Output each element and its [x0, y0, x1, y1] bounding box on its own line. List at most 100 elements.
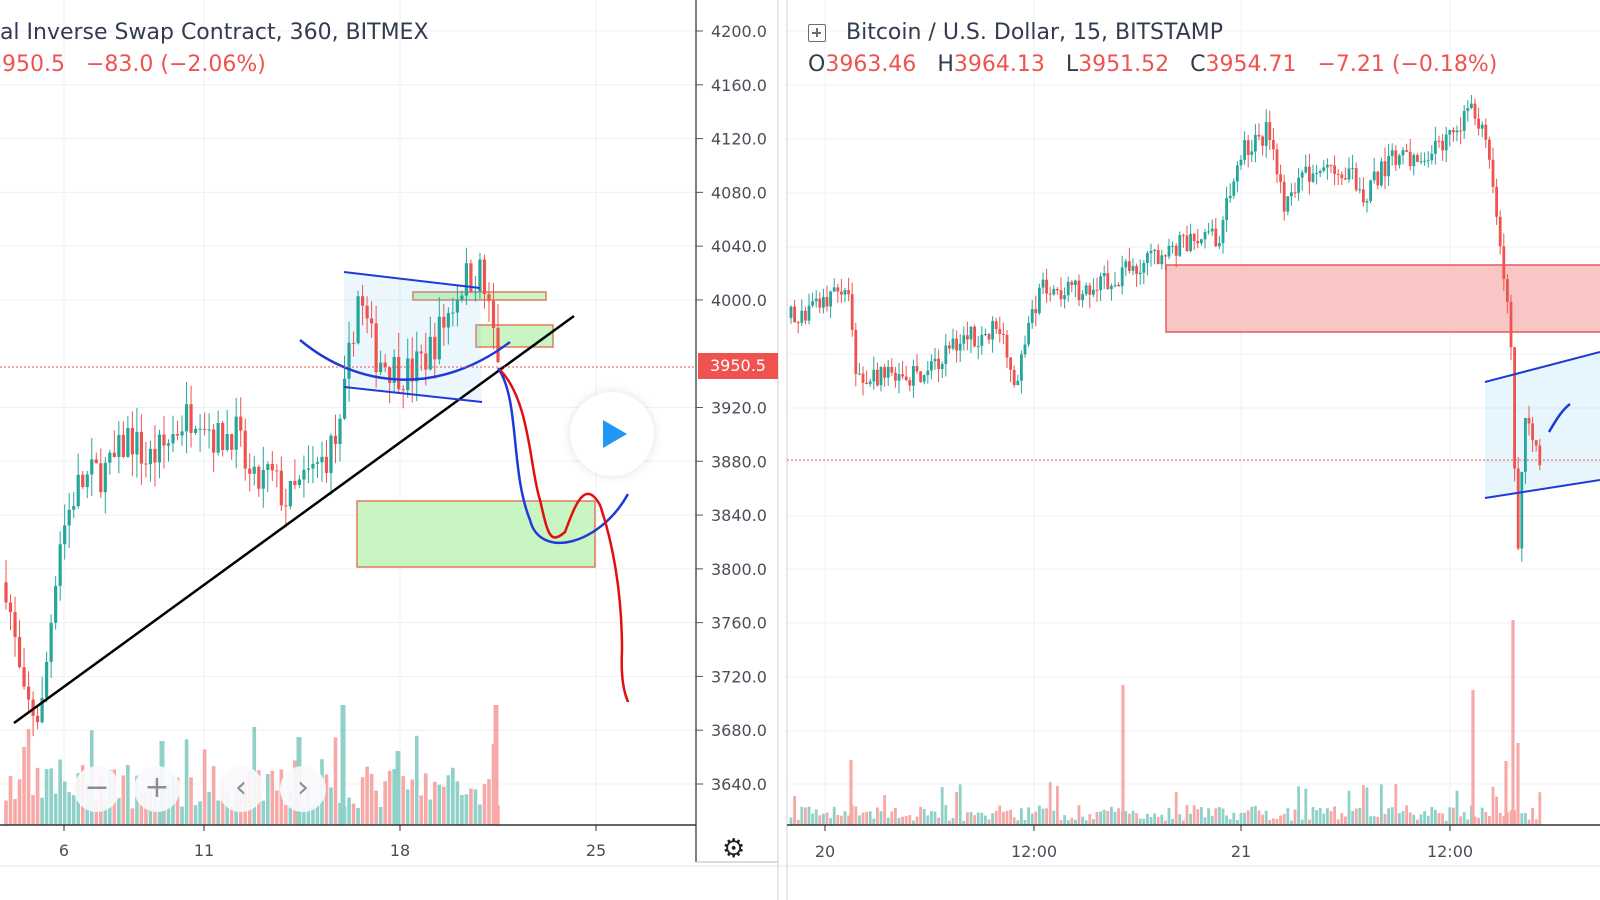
volume-bar: [858, 815, 861, 825]
volume-bar: [374, 790, 378, 825]
candle-body: [130, 427, 134, 455]
candle-body: [1264, 122, 1268, 146]
candle-body: [1185, 235, 1189, 252]
volume-bar: [356, 808, 360, 825]
open-label: O: [808, 52, 826, 77]
scroll-right-button[interactable]: ›: [280, 766, 326, 812]
time-axis-label: 11: [194, 841, 214, 860]
candle-body: [904, 376, 908, 381]
right-volume-bars: [789, 620, 1542, 825]
volume-bar: [789, 817, 793, 825]
candle-body: [1351, 168, 1354, 170]
volume-bar: [1088, 814, 1092, 825]
candle-body: [1488, 139, 1491, 160]
volume-bar: [442, 786, 446, 825]
volume-bar: [437, 784, 442, 825]
close-value: 3954.71: [1205, 52, 1297, 77]
volume-bar: [1466, 819, 1470, 825]
volume-bar: [1387, 808, 1390, 825]
volume-bar: [1511, 620, 1515, 825]
volume-bar: [940, 787, 944, 825]
candle-body: [266, 464, 270, 470]
zoom-out-button[interactable]: −: [74, 766, 120, 812]
candle-body: [822, 296, 825, 308]
volume-bar: [814, 809, 818, 825]
volume-bar: [922, 808, 926, 825]
candle-body: [135, 431, 139, 455]
volume-bar: [1138, 818, 1142, 825]
volume-bar: [1232, 812, 1236, 825]
volume-bar: [423, 773, 428, 825]
volume-bar: [428, 799, 433, 825]
left-chart-title: ual Inverse Swap Contract, 360, BITMEX: [0, 20, 429, 45]
volume-bar: [1254, 806, 1257, 825]
time-axis-label: 6: [59, 841, 69, 860]
gear-icon[interactable]: ⚙: [722, 834, 746, 864]
candle-body: [1455, 130, 1459, 133]
volume-bar: [1164, 820, 1167, 825]
candle-body: [1059, 290, 1063, 300]
candle-body: [225, 434, 229, 450]
volume-bar: [405, 789, 410, 825]
volume-bar: [117, 798, 121, 825]
candle-body: [203, 428, 207, 430]
blue-projection: [1547, 403, 1571, 433]
candle-body: [1333, 165, 1336, 175]
candle-body: [139, 431, 144, 464]
candle-body: [112, 452, 116, 457]
candle-body: [1120, 267, 1124, 287]
volume-bar: [872, 818, 876, 825]
candle-body: [1124, 261, 1128, 268]
candle-body: [22, 667, 26, 687]
candle-body: [320, 456, 324, 463]
candle-body: [1178, 235, 1182, 256]
candle-body: [1336, 174, 1340, 176]
candle-body: [451, 312, 455, 314]
candle-body: [1164, 255, 1167, 257]
volume-bar: [1250, 806, 1254, 825]
candle-body: [1383, 161, 1387, 177]
candle-body: [1369, 180, 1372, 202]
volume-bar: [1462, 812, 1466, 825]
candle-body: [1182, 235, 1185, 237]
volume-bar: [1520, 813, 1524, 825]
volume-bar: [868, 811, 872, 825]
candle-body: [1171, 245, 1174, 247]
volume-bar: [1048, 782, 1052, 825]
candle-body: [221, 422, 225, 450]
volume-bar: [1264, 810, 1268, 825]
volume-bar: [229, 805, 234, 825]
candle-body: [1362, 189, 1365, 203]
volume-bar: [62, 781, 67, 825]
volume-bar: [478, 804, 482, 825]
candle-body: [388, 367, 392, 384]
candle-body: [1210, 228, 1214, 232]
volume-bar: [1225, 815, 1228, 825]
right-chart-drawings: [1484, 351, 1600, 499]
candle-body: [1203, 232, 1207, 240]
volume-bar: [980, 812, 984, 825]
candle-body: [424, 353, 428, 370]
candle-body: [847, 290, 850, 295]
play-icon[interactable]: [570, 392, 654, 476]
price-axis-label: 3920.0: [711, 399, 767, 418]
candle-body: [234, 416, 238, 450]
candle-body: [212, 429, 216, 453]
candle-body: [796, 322, 800, 324]
open-value: 3963.46: [825, 52, 917, 77]
candle-body: [1009, 357, 1012, 370]
candle-body: [915, 365, 919, 372]
volume-bar: [1128, 813, 1131, 825]
candle-body: [1221, 220, 1225, 244]
plus-square-icon[interactable]: [808, 24, 826, 42]
scroll-left-button[interactable]: ‹: [218, 766, 264, 812]
candle-body: [99, 463, 103, 493]
candle-body: [45, 661, 49, 698]
volume-bar: [847, 815, 850, 825]
volume-bar: [1477, 817, 1480, 825]
volume-bar: [1488, 815, 1491, 825]
zoom-in-button[interactable]: +: [134, 766, 180, 812]
candle-body: [189, 404, 193, 433]
volume-bar: [493, 705, 499, 825]
candle-body: [342, 378, 347, 419]
